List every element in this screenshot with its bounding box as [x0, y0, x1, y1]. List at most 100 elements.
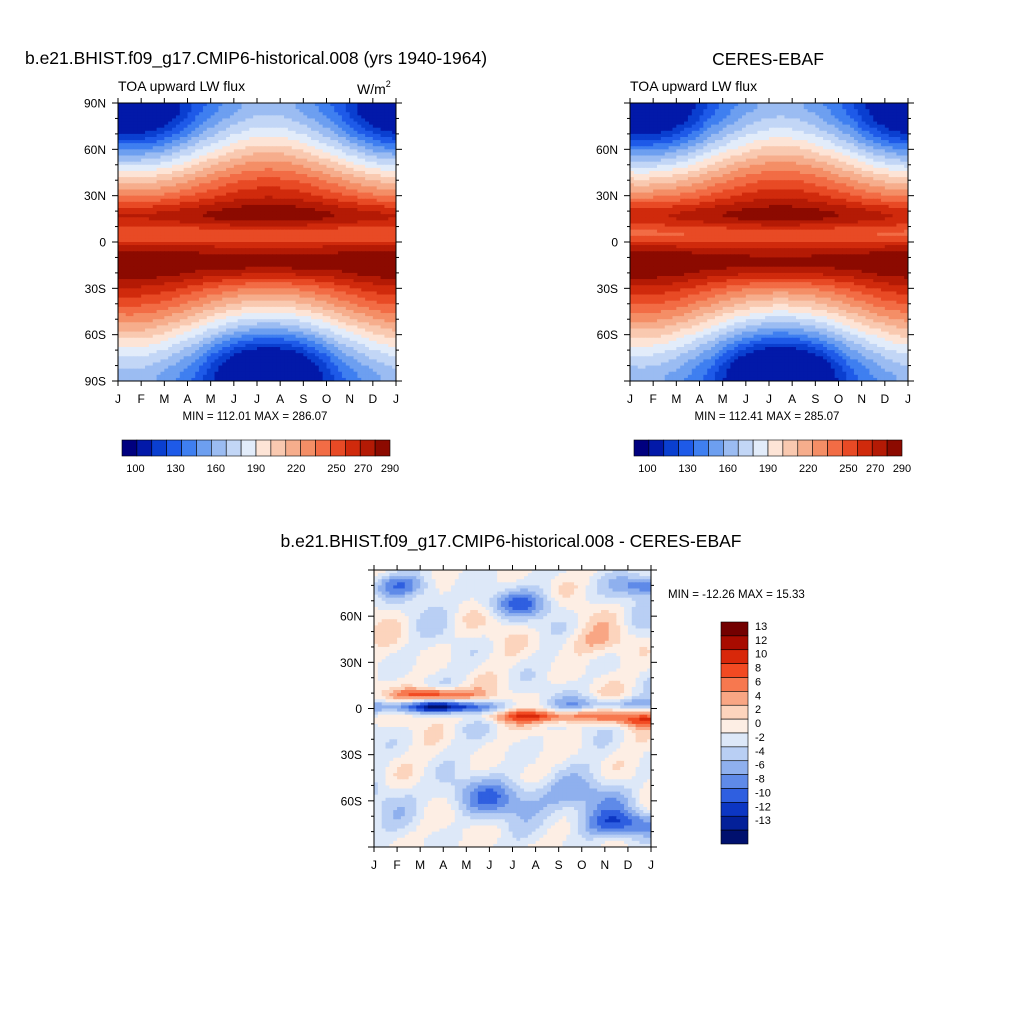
- heatmap-cell: [322, 272, 328, 277]
- heatmap-cell: [334, 263, 339, 268]
- heatmap-cell: [307, 248, 312, 252]
- heatmap-cell: [353, 285, 358, 289]
- heatmap-cell: [249, 260, 254, 265]
- heatmap-cell: [152, 313, 158, 317]
- heatmap-cell: [218, 204, 223, 209]
- heatmap-cell: [145, 275, 150, 280]
- heatmap-cell: [322, 195, 328, 200]
- heatmap-cell: [129, 140, 135, 144]
- heatmap-cell: [345, 245, 351, 249]
- heatmap-cell: [206, 204, 212, 209]
- heatmap-cell: [365, 198, 370, 203]
- heatmap-cell: [388, 220, 393, 225]
- heatmap-cell: [241, 285, 247, 289]
- heatmap-cell: [179, 121, 185, 126]
- heatmap-cell: [353, 300, 358, 305]
- heatmap-cell: [264, 232, 270, 237]
- heatmap-cell: [268, 235, 274, 240]
- heatmap-cell: [376, 158, 382, 163]
- heatmap-cell: [121, 127, 127, 132]
- heatmap-cell: [368, 124, 374, 129]
- heatmap-cell: [125, 303, 131, 308]
- heatmap-cell: [307, 136, 312, 141]
- heatmap-cell: [284, 229, 289, 234]
- heatmap-cell: [330, 198, 335, 203]
- heatmap-cell: [195, 248, 200, 252]
- heatmap-cell: [226, 115, 231, 120]
- heatmap-cell: [338, 269, 343, 274]
- heatmap-cell: [388, 272, 393, 277]
- heatmap-cell: [338, 306, 343, 311]
- heatmap-cell: [287, 201, 293, 206]
- heatmap-cell: [226, 136, 231, 141]
- heatmap-cell: [349, 133, 355, 138]
- heatmap-cell: [191, 294, 196, 299]
- heatmap-cell: [118, 306, 123, 311]
- heatmap-cell: [314, 251, 320, 255]
- heatmap-cell: [172, 118, 177, 123]
- heatmap-cell: [295, 217, 301, 221]
- heatmap-cell: [314, 106, 320, 110]
- heatmap-cell: [322, 112, 328, 116]
- heatmap-cell: [156, 291, 162, 296]
- heatmap-cell: [311, 208, 316, 212]
- heatmap-cell: [365, 260, 370, 265]
- heatmap-cell: [384, 263, 389, 268]
- heatmap-cell: [291, 198, 297, 203]
- heatmap-cell: [322, 174, 328, 178]
- heatmap-cell: [199, 103, 204, 107]
- heatmap-cell: [318, 204, 324, 209]
- heatmap-cell: [160, 161, 165, 166]
- heatmap-cell: [141, 220, 146, 225]
- heatmap-cell: [330, 257, 335, 262]
- heatmap-cell: [206, 211, 212, 215]
- heatmap-cell: [214, 217, 219, 221]
- heatmap-cell: [326, 229, 331, 234]
- heatmap-cell: [357, 282, 362, 286]
- heatmap-cell: [303, 155, 308, 160]
- heatmap-cell: [195, 272, 200, 277]
- heatmap-cell: [245, 266, 250, 271]
- heatmap-cell: [245, 183, 250, 187]
- heatmap-cell: [241, 297, 247, 302]
- heatmap-cell: [284, 115, 289, 120]
- heatmap-cell: [133, 251, 138, 255]
- heatmap-cell: [392, 235, 396, 240]
- heatmap-cell: [133, 115, 138, 120]
- heatmap-cell: [341, 124, 347, 129]
- heatmap-cell: [303, 238, 308, 243]
- heatmap-cell: [338, 180, 343, 184]
- heatmap-cell: [307, 204, 312, 209]
- heatmap-cell: [222, 232, 227, 237]
- heatmap-cell: [156, 269, 162, 274]
- heatmap-cell: [345, 124, 351, 129]
- heatmap-cell: [202, 180, 208, 184]
- heatmap-cell: [384, 149, 389, 154]
- heatmap-cell: [365, 291, 370, 296]
- heatmap-cell: [237, 291, 243, 296]
- heatmap-cell: [380, 309, 386, 314]
- heatmap-cell: [353, 155, 358, 160]
- heatmap-cell: [222, 235, 227, 240]
- heatmap-cell: [365, 118, 370, 123]
- heatmap-cell: [284, 223, 289, 228]
- heatmap-cell: [357, 291, 362, 296]
- heatmap-cell: [295, 152, 301, 157]
- heatmap-cell: [156, 279, 162, 283]
- heatmap-cell: [307, 306, 312, 311]
- heatmap-cell: [287, 140, 293, 144]
- heatmap-cell: [249, 229, 254, 234]
- heatmap-cell: [330, 300, 335, 305]
- heatmap-cell: [152, 272, 158, 277]
- heatmap-cell: [357, 115, 362, 120]
- heatmap-cell: [365, 109, 370, 113]
- heatmap-cell: [145, 211, 150, 215]
- heatmap-cell: [280, 226, 285, 231]
- heatmap-cell: [168, 279, 173, 283]
- heatmap-cell: [299, 254, 304, 259]
- heatmap-cell: [388, 306, 393, 311]
- heatmap-cell: [191, 245, 196, 249]
- heatmap-cell: [295, 201, 301, 206]
- heatmap-cell: [125, 152, 131, 157]
- heatmap-cell: [152, 263, 158, 268]
